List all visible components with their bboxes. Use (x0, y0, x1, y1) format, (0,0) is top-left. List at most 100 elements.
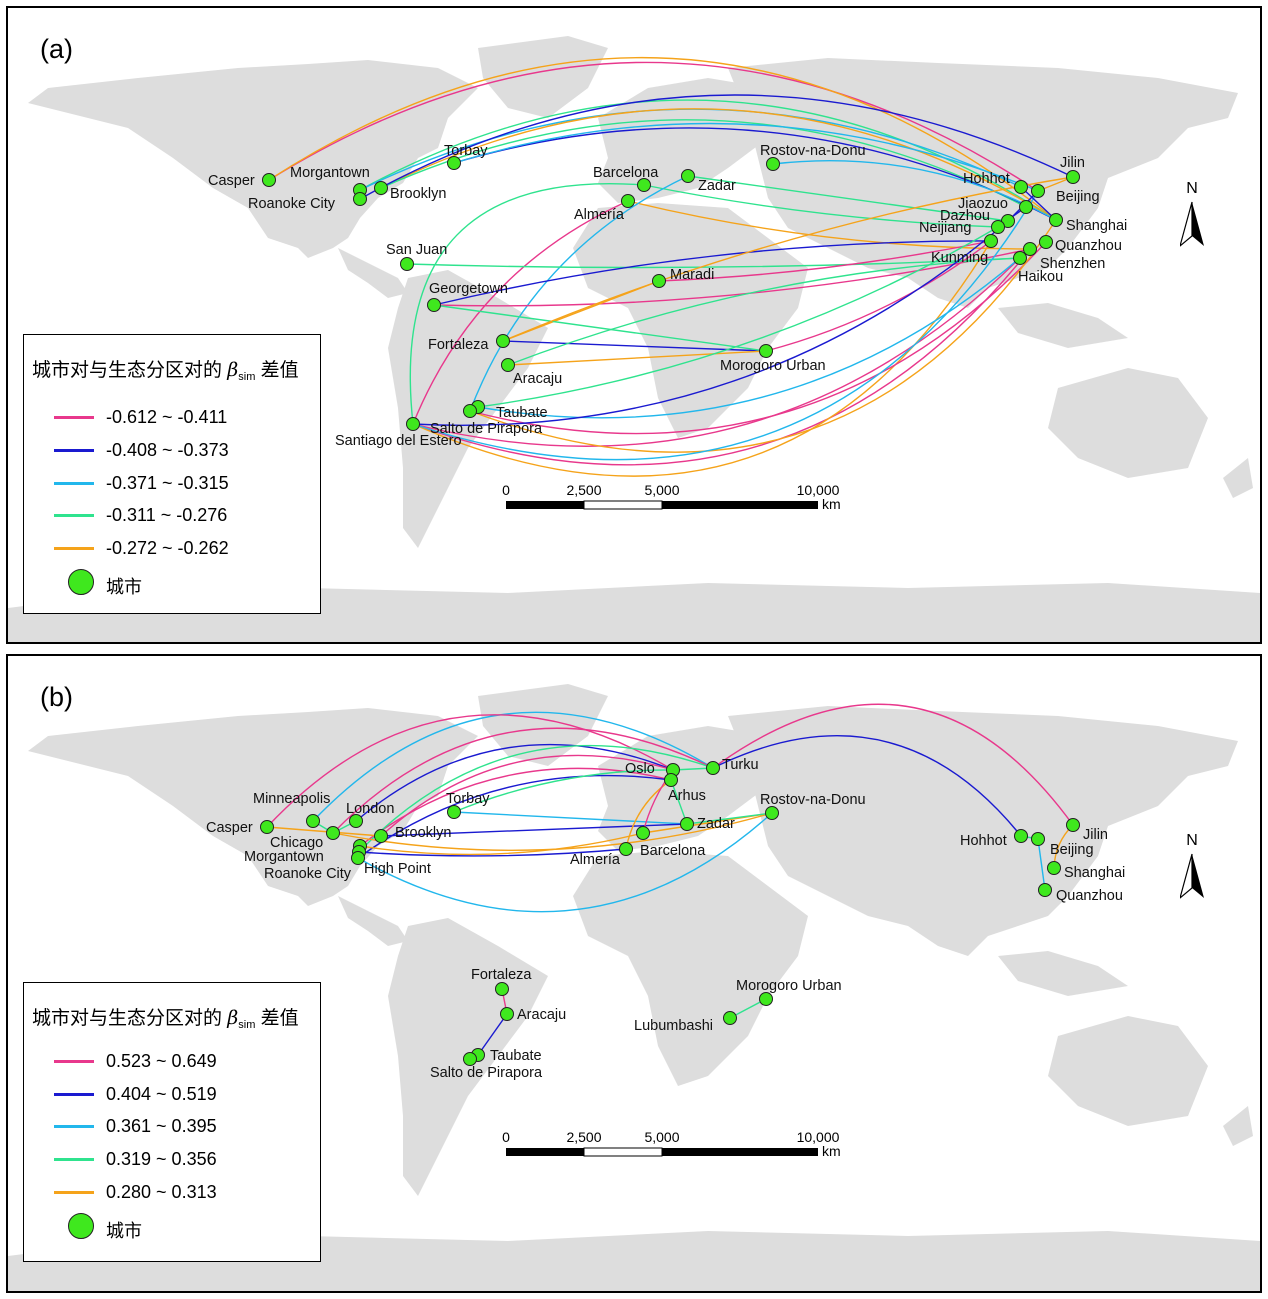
link-line (268, 57, 1057, 221)
legend-title-b: 城市对与生态分区对的 βsim 差值 (32, 1003, 299, 1031)
city-label: Roanoke City (264, 866, 352, 882)
panel-label-b: (b) (40, 682, 73, 712)
scale-segment (583, 500, 663, 510)
panel-label-a: (a) (40, 34, 73, 64)
link-line (453, 769, 674, 813)
scale-segment (506, 501, 584, 509)
city-marker (759, 992, 773, 1006)
link-line (266, 826, 382, 837)
link-line (357, 774, 672, 859)
link-line (380, 119, 1027, 208)
link-line (477, 248, 1031, 419)
link-line (687, 175, 1009, 222)
scale-tick-label: 2,500 (566, 482, 601, 498)
legend-swatch (54, 1060, 94, 1063)
city-label: Beijing (1050, 842, 1094, 858)
scale-segment (506, 1148, 584, 1156)
link-line (358, 744, 714, 853)
legend-label: 0.404 ~ 0.519 (106, 1084, 217, 1104)
legend-swatch (54, 514, 94, 517)
link-line (453, 122, 1039, 192)
panel-b: Minneapolis Casper Chicago London Morgantown… (6, 654, 1262, 1293)
scale-tick-label: 0 (502, 1129, 510, 1145)
city-label: London (346, 801, 394, 817)
legend-swatch (54, 416, 94, 419)
city-label: Neijiang (919, 220, 971, 236)
city-marker (1014, 180, 1028, 194)
scale-segment (583, 1147, 663, 1157)
city-marker (427, 298, 441, 312)
city-label: Shanghai (1064, 865, 1125, 881)
north-letter: N (1186, 180, 1198, 197)
city-marker (984, 234, 998, 248)
legend-swatch (54, 1093, 94, 1096)
scale-tick-label: 5,000 (644, 1129, 679, 1145)
legend-title-suffix: 差值 (260, 360, 299, 381)
legend-swatch (54, 482, 94, 485)
link-line (765, 240, 992, 352)
link-line (357, 812, 773, 913)
city-label: Casper (206, 820, 253, 836)
city-label: Turku (722, 757, 759, 773)
city-label: Dazhou (940, 208, 990, 224)
link-line (359, 99, 1057, 221)
city-marker (637, 178, 651, 192)
link-line (359, 94, 1074, 200)
city-marker (1039, 235, 1053, 249)
link-line (712, 703, 1074, 826)
city-marker (400, 257, 414, 271)
links-a (268, 57, 1074, 477)
legend-a: 城市对与生态分区对的 βsim 差值 -0.612 ~ -0.411 -0.40… (23, 334, 321, 614)
legend-title-a: 城市对与生态分区对的 βsim 差值 (32, 355, 299, 383)
city-marker (260, 820, 274, 834)
north-arrow-b: N (1180, 832, 1220, 902)
city-label: Brooklyn (390, 186, 446, 202)
city-marker (463, 404, 477, 418)
link-line (686, 812, 773, 825)
city-label: Roanoke City (248, 196, 336, 212)
city-label: Casper (208, 173, 255, 189)
city-label: San Juan (386, 242, 447, 258)
city-marker (1066, 170, 1080, 184)
city-label: Zadar (697, 816, 735, 832)
city-marker-icon (68, 569, 94, 595)
scale-segment (662, 1148, 818, 1156)
city-marker (1013, 251, 1027, 265)
city-marker-icon (68, 1213, 94, 1239)
link-line (409, 183, 645, 425)
legend-label: -0.612 ~ -0.411 (106, 407, 228, 427)
city-label: Salto de Pirapora (430, 421, 543, 437)
scale-tick-label: 5,000 (644, 482, 679, 498)
cities-a: Casper Morgantown Roanoke City Brooklyn Torb… (208, 143, 1127, 449)
city-label: Hohhot (960, 833, 1007, 849)
link-line (412, 220, 1009, 426)
city-label: Jilin (1083, 827, 1108, 843)
city-marker (306, 814, 320, 828)
city-marker (1019, 200, 1033, 214)
link-line (380, 823, 688, 837)
link-line (507, 257, 1021, 366)
city-label: Quanzhou (1055, 238, 1122, 254)
city-marker (652, 274, 666, 288)
city-label: Almería (574, 207, 625, 223)
link-line (380, 754, 674, 837)
legend-label: -0.371 ~ -0.315 (106, 473, 229, 493)
city-marker (326, 826, 340, 840)
city-label: Morogoro Urban (720, 358, 826, 374)
link-line (507, 350, 767, 366)
city-marker (447, 805, 461, 819)
city-marker (353, 192, 367, 206)
city-marker (681, 169, 695, 183)
link-line (412, 257, 1021, 447)
link-line (355, 743, 674, 822)
city-label: Shenzhen (1040, 256, 1105, 272)
city-label: Fortaleza (428, 337, 489, 353)
city-label: Oslo (625, 761, 655, 777)
city-label: Shanghai (1066, 218, 1127, 234)
link-line (380, 108, 1057, 221)
link-line (412, 248, 1031, 466)
city-marker (759, 344, 773, 358)
link-line (712, 735, 1022, 837)
city-marker (1049, 213, 1063, 227)
